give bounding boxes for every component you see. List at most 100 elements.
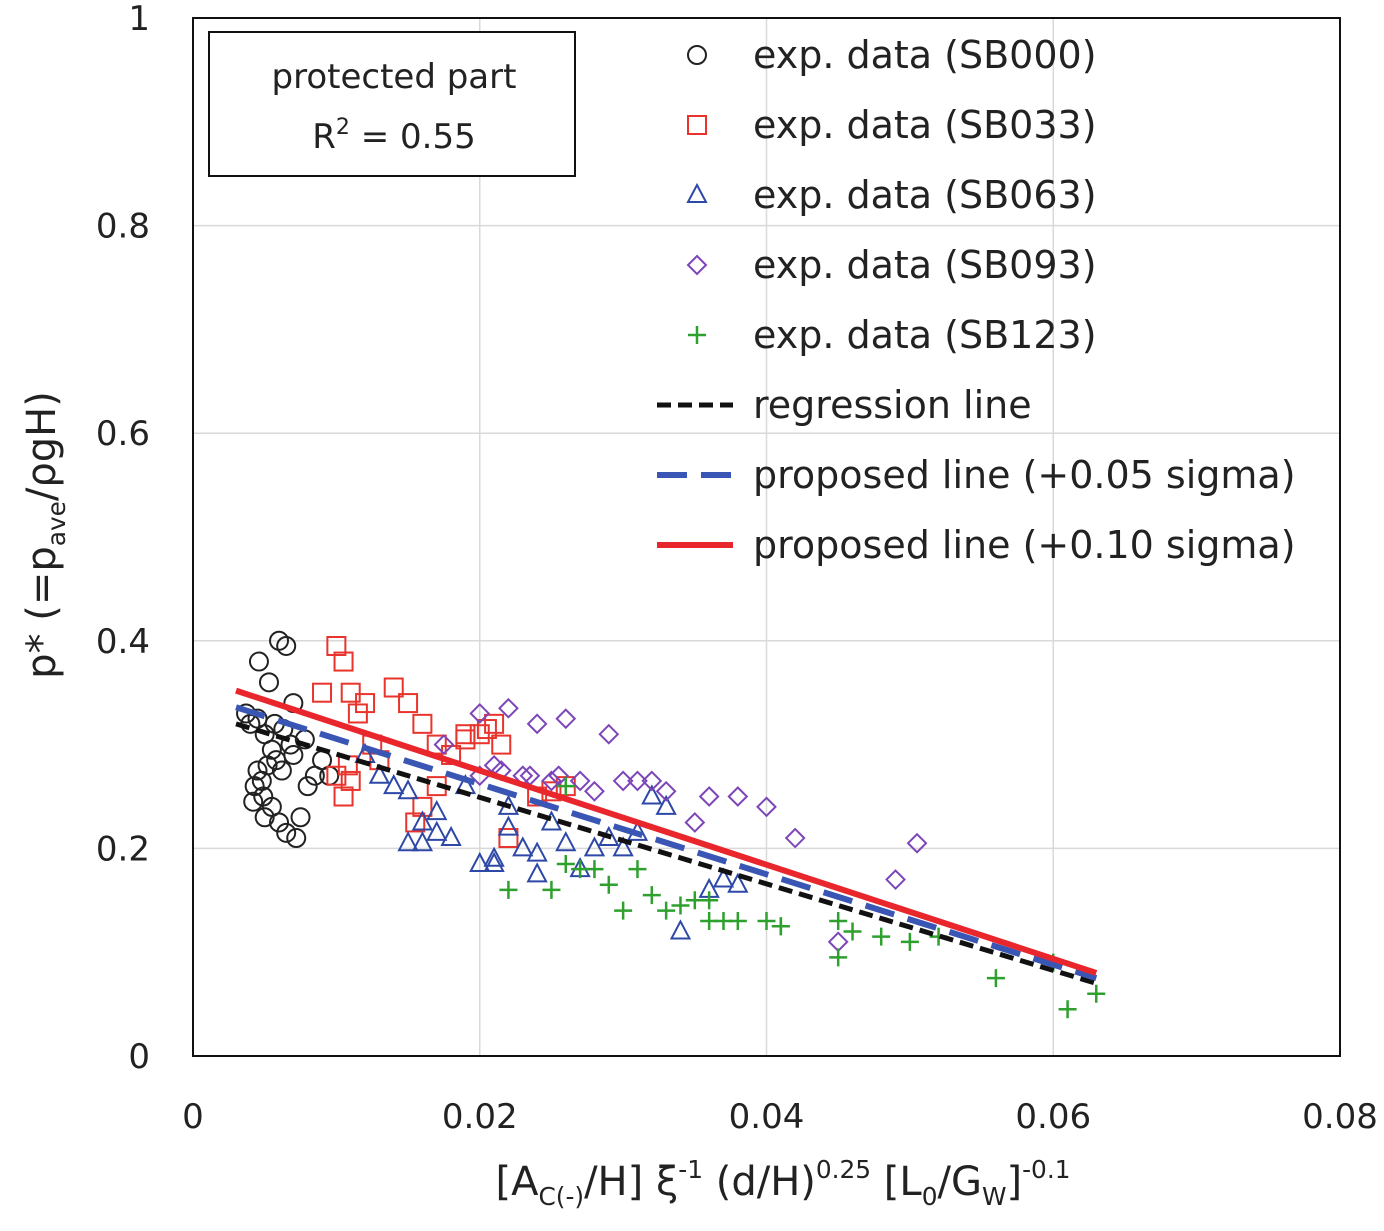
data-point bbox=[700, 891, 719, 910]
y-tick-label: 0.6 bbox=[96, 414, 150, 454]
series-triangle bbox=[354, 742, 749, 940]
y-tick-label: 1 bbox=[128, 0, 150, 39]
data-point bbox=[598, 723, 620, 745]
data-point bbox=[585, 860, 604, 879]
x-tick-label: 0.06 bbox=[1015, 1097, 1091, 1137]
legend-label: exp. data (SB093) bbox=[753, 243, 1097, 287]
data-point bbox=[771, 917, 790, 936]
label-part: 0 bbox=[922, 1182, 938, 1211]
y-tick-label: 0 bbox=[128, 1037, 150, 1077]
legend-label: exp. data (SB123) bbox=[753, 313, 1097, 357]
data-point bbox=[243, 791, 264, 812]
data-point bbox=[398, 693, 419, 714]
label-part: 0.25 bbox=[816, 1155, 871, 1184]
data-point bbox=[1058, 1000, 1077, 1019]
data-point bbox=[248, 651, 269, 672]
data-point bbox=[784, 827, 806, 849]
plot-frame bbox=[192, 17, 1341, 1057]
data-point bbox=[355, 693, 376, 714]
data-point bbox=[1087, 984, 1106, 1003]
data-point bbox=[333, 651, 354, 672]
data-series bbox=[235, 630, 1106, 1019]
data-point bbox=[333, 786, 354, 807]
data-point bbox=[405, 812, 426, 833]
data-point bbox=[483, 846, 505, 867]
data-point bbox=[541, 770, 562, 792]
data-point bbox=[440, 825, 462, 847]
data-point bbox=[261, 739, 282, 760]
data-point bbox=[286, 828, 307, 849]
data-point bbox=[612, 836, 634, 857]
data-point bbox=[347, 703, 368, 724]
data-point bbox=[411, 831, 434, 852]
label-part: p* (=p bbox=[19, 546, 65, 679]
y-tick-label: 0.8 bbox=[96, 207, 150, 247]
data-point bbox=[614, 901, 633, 920]
data-point bbox=[326, 765, 347, 786]
legend-entry: exp. data (SB123) bbox=[688, 313, 1097, 357]
legend-entry: proposed line (+0.10 sigma) bbox=[657, 523, 1296, 567]
legend-entry: exp. data (SB033) bbox=[687, 103, 1097, 147]
data-point bbox=[641, 784, 663, 805]
legend-label: regression line bbox=[753, 383, 1032, 427]
data-point bbox=[599, 875, 618, 894]
series-line bbox=[235, 721, 1097, 986]
label-part: [A bbox=[495, 1159, 539, 1205]
data-point bbox=[476, 719, 497, 740]
data-point bbox=[340, 770, 361, 791]
data-point bbox=[684, 812, 706, 833]
data-point bbox=[483, 851, 505, 872]
data-point bbox=[254, 807, 275, 828]
data-point bbox=[827, 931, 849, 953]
data-point bbox=[290, 807, 311, 828]
label-part: /G bbox=[937, 1159, 981, 1205]
data-point bbox=[906, 832, 928, 854]
data-point bbox=[469, 724, 490, 745]
label-part: /H] ξ bbox=[584, 1159, 678, 1205]
x-tick-label: 0.04 bbox=[729, 1097, 805, 1137]
legend-entry: regression line bbox=[657, 383, 1032, 427]
data-point bbox=[340, 682, 361, 703]
data-point bbox=[712, 867, 735, 888]
data-point bbox=[627, 770, 648, 792]
legend-label: exp. data (SB000) bbox=[753, 33, 1097, 77]
data-point bbox=[727, 786, 749, 807]
legend-entry: exp. data (SB063) bbox=[686, 173, 1097, 217]
series-line bbox=[235, 687, 1098, 976]
data-point bbox=[757, 912, 776, 931]
legend-label: exp. data (SB033) bbox=[753, 103, 1097, 147]
data-point bbox=[499, 880, 518, 899]
data-point bbox=[455, 729, 476, 750]
data-point bbox=[655, 780, 677, 802]
data-point bbox=[986, 969, 1005, 988]
data-point bbox=[383, 773, 405, 795]
data-point bbox=[526, 862, 548, 883]
legend-swatch bbox=[687, 115, 707, 135]
data-point bbox=[297, 776, 318, 797]
series-plus bbox=[499, 777, 1106, 1019]
data-point bbox=[655, 794, 677, 815]
annotation-r-squared: R2 = 0.55 bbox=[312, 115, 475, 157]
data-point bbox=[412, 796, 433, 817]
label-part: /ρgH) bbox=[19, 391, 65, 501]
data-point bbox=[829, 948, 848, 967]
data-point bbox=[469, 851, 491, 872]
data-point bbox=[498, 697, 519, 719]
data-point bbox=[612, 770, 634, 792]
data-point bbox=[885, 869, 906, 890]
label-part: -0.1 bbox=[1022, 1155, 1070, 1184]
data-point bbox=[326, 635, 347, 656]
data-point bbox=[669, 919, 692, 940]
data-point bbox=[756, 796, 777, 818]
label-part: ] bbox=[1007, 1159, 1023, 1205]
data-point bbox=[657, 901, 676, 920]
label-part: ave bbox=[42, 501, 71, 546]
series-line bbox=[235, 704, 1098, 982]
data-point bbox=[872, 927, 891, 946]
data-point bbox=[843, 922, 862, 941]
legend-label: proposed line (+0.10 sigma) bbox=[753, 523, 1296, 567]
label-part: -1 bbox=[678, 1155, 703, 1184]
data-point bbox=[412, 713, 433, 734]
legend-swatch bbox=[686, 254, 708, 276]
legend-entry: proposed line (+0.05 sigma) bbox=[657, 453, 1296, 497]
